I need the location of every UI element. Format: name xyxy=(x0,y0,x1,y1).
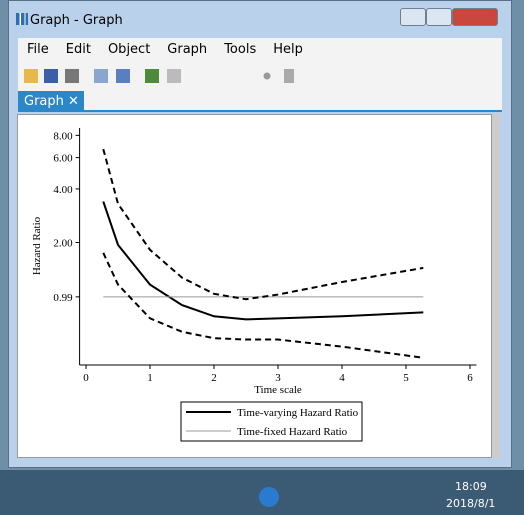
tab-bar xyxy=(18,90,502,112)
x-tick-label: 5 xyxy=(403,372,409,384)
legend-label: Time-fixed Hazard Ratio xyxy=(237,426,348,438)
x-tick-label: 4 xyxy=(339,372,345,384)
y-tick-label: 8.00 xyxy=(53,130,73,142)
y-tick-label: 0.99 xyxy=(53,292,73,304)
close-button[interactable] xyxy=(452,8,498,26)
menu-bar: File Edit Object Graph Tools Help xyxy=(18,38,502,62)
copy-icon[interactable] xyxy=(94,69,108,83)
y-tick-label: 6.00 xyxy=(53,153,73,165)
record-icon[interactable] xyxy=(263,72,271,80)
y-tick-label: 2.00 xyxy=(53,238,73,250)
minimize-button[interactable] xyxy=(400,8,426,26)
print-icon[interactable] xyxy=(65,69,79,83)
clock-time: 18:09 xyxy=(455,480,487,493)
scrollbar[interactable] xyxy=(492,114,500,458)
x-tick-label: 6 xyxy=(467,372,473,384)
legend-box xyxy=(180,401,363,442)
line-series xyxy=(102,201,424,321)
x-tick-label: 3 xyxy=(275,372,281,384)
menu-item[interactable]: Help xyxy=(273,42,303,57)
pause-icon[interactable] xyxy=(284,69,294,83)
line-series xyxy=(102,252,424,359)
menu-item[interactable]: Tools xyxy=(224,42,257,57)
maximize-button[interactable] xyxy=(426,8,452,26)
graph-tab[interactable]: Graph ✕ xyxy=(18,91,84,111)
x-axis-label: Time scale xyxy=(254,384,302,396)
properties-icon[interactable] xyxy=(167,69,181,83)
help-tray-icon[interactable] xyxy=(259,487,279,507)
menu-item[interactable]: Edit xyxy=(65,42,91,57)
paste-icon[interactable] xyxy=(116,69,130,83)
window-title: Graph - Graph xyxy=(30,13,123,28)
x-tick-label: 0 xyxy=(83,372,89,384)
app-icon xyxy=(16,13,28,25)
save-icon[interactable] xyxy=(44,69,58,83)
menu-item[interactable]: Object xyxy=(107,42,151,57)
tab-label: Graph xyxy=(24,94,64,109)
graph-panel xyxy=(17,114,492,458)
menu-item[interactable]: File xyxy=(27,42,49,57)
x-tick-label: 1 xyxy=(147,372,153,384)
y-tick-label: 4.00 xyxy=(53,184,73,196)
open-icon[interactable] xyxy=(24,69,38,83)
line-series xyxy=(102,148,424,301)
clock-date: 2018/8/1 xyxy=(446,497,496,510)
legend-label: Time-varying Hazard Ratio xyxy=(237,407,359,419)
menu-item[interactable]: Graph xyxy=(167,42,208,57)
x-tick-label: 2 xyxy=(211,372,217,384)
y-axis-label: Hazard Ratio xyxy=(31,216,43,275)
graph-editor-icon[interactable] xyxy=(145,69,159,83)
